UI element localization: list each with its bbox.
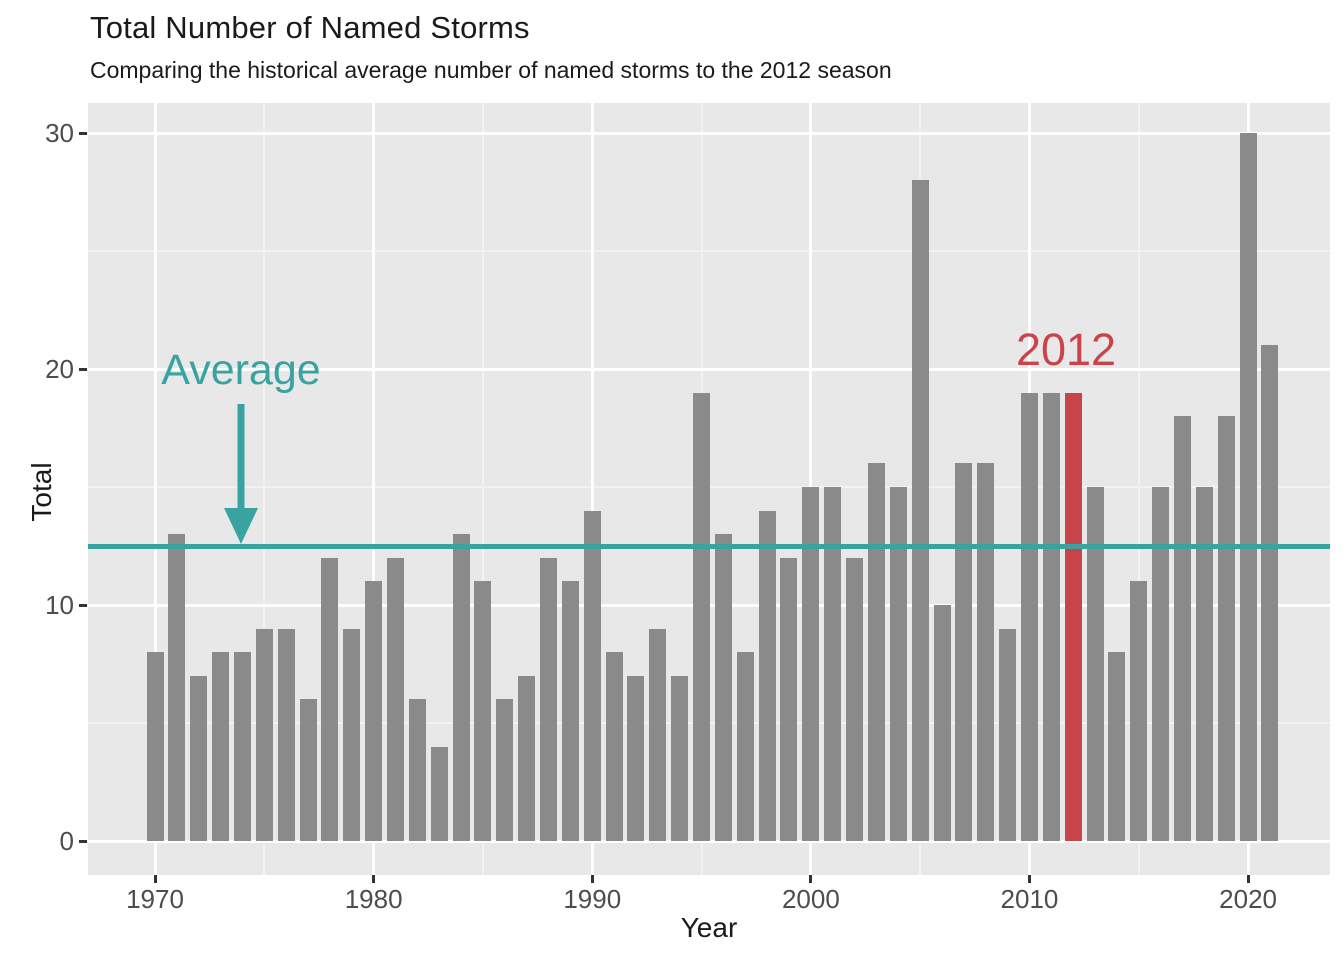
bar-1985 (474, 581, 492, 841)
bar-1975 (255, 628, 273, 841)
x-tick-label: 2020 (1219, 884, 1278, 914)
bar-1977 (299, 699, 317, 841)
y-tick-label: 10 (45, 590, 74, 620)
bar-1973 (212, 652, 230, 841)
bar-1978 (321, 557, 339, 841)
x-tick-label: 1970 (126, 884, 184, 914)
y-axis-title: Total (26, 462, 57, 522)
average-annotation: Average (161, 346, 321, 394)
chart-subtitle: Comparing the historical average number … (90, 57, 892, 83)
highlight-year-label: 2012 (1015, 324, 1117, 375)
bar-1986 (496, 699, 514, 841)
bar-2012 (1064, 392, 1082, 841)
x-major-gridline (372, 103, 376, 875)
y-major-gridline (88, 839, 1330, 843)
bar-2015 (1130, 581, 1148, 841)
x-tick-mark (590, 875, 594, 883)
y-major-gridline (88, 367, 1330, 371)
bar-1981 (386, 557, 404, 841)
x-minor-gridline (263, 103, 266, 875)
bar-2008 (977, 463, 995, 841)
y-tick-label: 30 (45, 118, 74, 148)
x-axis-title: Year (680, 912, 738, 943)
bar-1995 (693, 392, 711, 841)
x-tick-mark (372, 875, 376, 883)
x-tick-mark (153, 875, 157, 883)
y-major-gridline (88, 131, 1330, 135)
y-tick-mark (79, 603, 87, 607)
bar-1980 (365, 581, 383, 841)
x-tick-mark (1246, 875, 1250, 883)
bar-1972 (190, 675, 208, 841)
bar-1996 (714, 534, 732, 841)
bar-1982 (408, 699, 426, 841)
y-tick-mark (79, 367, 87, 371)
bar-2000 (802, 487, 820, 841)
x-tick-label: 2010 (1000, 884, 1059, 914)
bar-2003 (867, 463, 885, 841)
bar-2020 (1239, 133, 1257, 841)
bar-1992 (627, 675, 645, 841)
y-tick-mark (79, 839, 87, 843)
bar-2019 (1217, 416, 1235, 841)
bar-1970 (146, 652, 164, 841)
x-tick-label: 1990 (563, 884, 622, 914)
y-tick-label: 20 (45, 354, 74, 384)
bar-1983 (430, 746, 448, 841)
y-minor-gridline (88, 250, 1330, 252)
bar-2002 (846, 557, 864, 841)
bar-2009 (999, 628, 1017, 841)
bar-1999 (780, 557, 798, 841)
bar-2021 (1261, 345, 1279, 841)
bar-1987 (518, 675, 536, 841)
x-minor-gridline (1137, 103, 1140, 875)
bar-2016 (1152, 487, 1170, 841)
down-arrow-icon (224, 404, 258, 544)
bar-2010 (1020, 392, 1038, 841)
bar-2011 (1042, 392, 1060, 841)
bar-2017 (1174, 416, 1191, 841)
x-tick-label: 1980 (344, 884, 403, 914)
bar-1974 (233, 652, 251, 841)
bar-2018 (1195, 487, 1213, 841)
bar-1997 (736, 652, 754, 841)
bar-2006 (933, 605, 951, 841)
average-line (88, 543, 1330, 549)
bar-1976 (277, 628, 295, 841)
bar-1998 (758, 510, 776, 841)
bar-1989 (561, 581, 579, 841)
bar-2014 (1108, 652, 1126, 841)
plot-panel (88, 103, 1330, 875)
bar-1984 (452, 534, 470, 841)
bar-1979 (343, 628, 361, 841)
bar-1991 (605, 652, 623, 841)
y-tick-label: 0 (59, 826, 74, 856)
bar-2004 (889, 487, 907, 841)
bar-1990 (583, 510, 601, 841)
bar-2001 (824, 487, 842, 841)
x-tick-mark (809, 875, 813, 883)
x-tick-label: 2000 (781, 884, 840, 914)
bar-2013 (1086, 487, 1104, 841)
x-major-gridline (153, 103, 157, 875)
bar-1994 (671, 675, 689, 841)
bar-2007 (955, 463, 973, 841)
y-tick-mark (79, 131, 87, 135)
x-minor-gridline (481, 103, 484, 875)
bar-1988 (540, 557, 558, 841)
x-tick-mark (1027, 875, 1031, 883)
bar-2005 (911, 180, 929, 841)
bar-1993 (649, 628, 667, 841)
bar-1971 (168, 534, 186, 841)
x-major-gridline (590, 103, 594, 875)
chart-title: Total Number of Named Storms (90, 10, 530, 45)
